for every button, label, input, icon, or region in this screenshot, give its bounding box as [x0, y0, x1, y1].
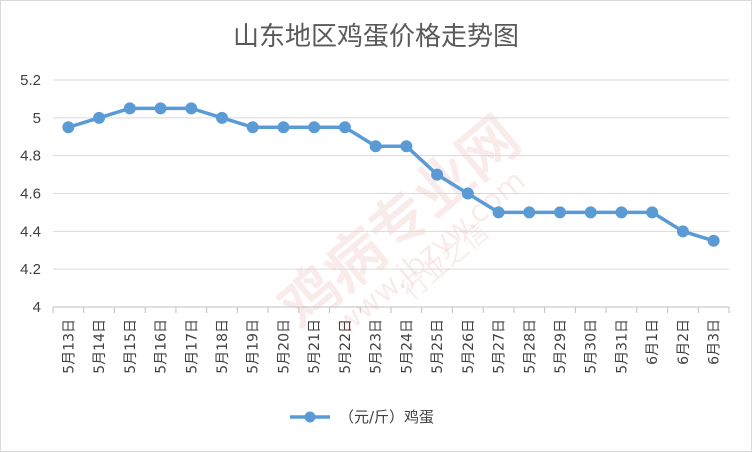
x-tick-label: 5月17日 [184, 319, 200, 374]
data-point [492, 206, 505, 219]
legend[interactable]: （元/斤）鸡蛋 [290, 408, 434, 426]
data-point [277, 121, 290, 134]
data-point [369, 140, 382, 153]
gridlines [53, 79, 729, 308]
x-tick-label: 5月22日 [338, 319, 354, 374]
x-tick-label: 5月19日 [246, 319, 262, 374]
x-tick-label: 5月21日 [307, 319, 323, 374]
y-tick-label: 5.2 [20, 72, 41, 89]
data-point [584, 206, 597, 219]
y-tick-label: 4.2 [20, 261, 41, 278]
x-tick-label: 6月1日 [645, 319, 661, 365]
y-tick-label: 4.6 [20, 186, 41, 203]
data-point [554, 206, 566, 219]
data-point [646, 206, 659, 219]
legend-label: （元/斤）鸡蛋 [339, 408, 434, 426]
data-point [523, 206, 536, 219]
x-tick-label: 5月15日 [123, 319, 139, 374]
x-tick-label: 5月26日 [461, 319, 477, 374]
x-tick-label: 5月16日 [154, 319, 170, 374]
y-axis-ticks: 4 4.2 4.4 4.6 4.8 5 5.2 [20, 72, 41, 316]
y-tick-label: 5 [33, 110, 41, 127]
data-point [185, 102, 198, 115]
y-tick-label: 4.8 [20, 148, 41, 165]
x-tick-label: 5月23日 [369, 319, 385, 374]
x-tick-label: 5月25日 [430, 319, 446, 374]
x-tick-label: 5月14日 [92, 319, 108, 374]
data-point [216, 111, 228, 124]
data-point [338, 121, 351, 134]
series-layer [62, 102, 720, 247]
data-point [431, 168, 444, 181]
x-tick-label: 5月24日 [399, 319, 415, 374]
x-tick-label: 6月3日 [707, 319, 723, 365]
data-point [154, 102, 167, 115]
data-point [461, 187, 474, 200]
legend-point-marker [304, 411, 316, 423]
x-tick-label: 5月30日 [584, 319, 600, 374]
x-tick-label: 5月18日 [215, 319, 231, 374]
series-line [67, 106, 715, 243]
chart-title: 山东地区鸡蛋价格走势图 [233, 22, 519, 52]
x-tick-label: 5月31日 [614, 319, 630, 374]
x-tick-label: 5月29日 [553, 319, 569, 374]
x-tick-label: 6月2日 [676, 319, 692, 365]
x-tick-label: 5月28日 [522, 319, 538, 374]
x-tick-label: 5月20日 [276, 319, 292, 374]
data-point [615, 206, 628, 219]
x-tick-label: 5月13日 [61, 319, 77, 374]
data-point [62, 121, 75, 134]
data-point [123, 102, 136, 115]
data-point [308, 121, 321, 134]
data-point [93, 111, 106, 124]
x-tick-label: 5月27日 [492, 319, 508, 374]
y-tick-label: 4 [33, 299, 41, 316]
y-tick-label: 4.4 [20, 223, 41, 240]
data-point [707, 234, 720, 247]
x-axis: 5月13日 5月14日 5月15日 5月16日 5月17日 5月18日 5月19日 5月20日… [52, 307, 730, 374]
data-point [246, 121, 259, 134]
data-point [400, 140, 413, 153]
data-point [676, 225, 689, 238]
